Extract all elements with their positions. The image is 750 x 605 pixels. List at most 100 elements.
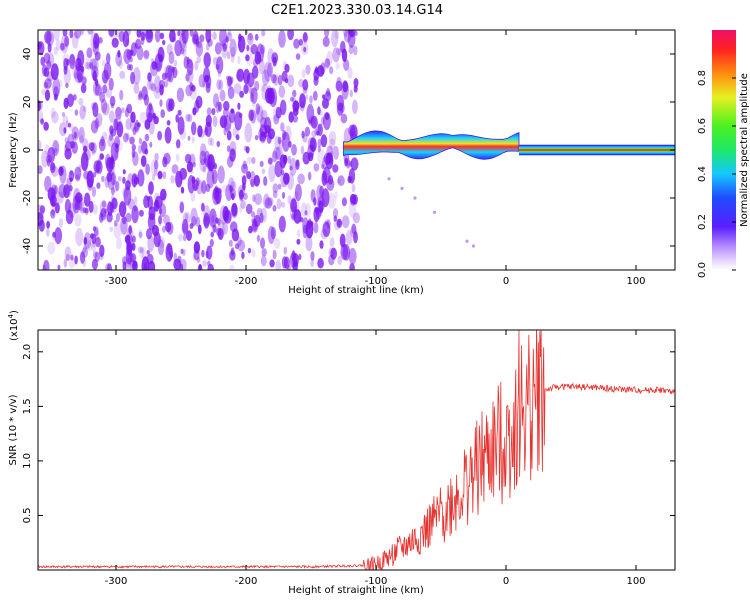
- noise-blob: [260, 117, 267, 129]
- noise-blob: [353, 78, 359, 88]
- noise-blob: [106, 172, 113, 183]
- noise-blob: [310, 115, 318, 129]
- noise-blob: [273, 74, 279, 86]
- noise-blob: [280, 122, 285, 132]
- noise-blob: [131, 242, 136, 251]
- spectrogram-xtick-label: -300: [105, 276, 128, 287]
- noise-blob: [177, 30, 181, 37]
- noise-blob: [197, 41, 202, 49]
- noise-blob: [95, 113, 103, 127]
- noise-blob: [315, 123, 321, 134]
- noise-blob: [182, 234, 187, 242]
- noise-blob: [130, 111, 136, 124]
- noise-blob: [74, 166, 82, 180]
- noise-blob: [242, 182, 246, 191]
- noise-blob: [95, 236, 101, 248]
- noise-blob: [120, 215, 128, 235]
- noise-blob: [101, 200, 107, 208]
- noise-blob: [127, 242, 132, 249]
- noise-blob: [84, 61, 90, 70]
- noise-blob: [122, 216, 127, 225]
- noise-blob: [151, 224, 159, 237]
- noise-blob: [248, 109, 254, 122]
- noise-blob: [321, 163, 325, 170]
- noise-blob: [190, 191, 196, 202]
- noise-blob: [214, 185, 219, 195]
- noise-blob: [210, 231, 214, 238]
- noise-blob: [108, 30, 115, 37]
- noise-blob: [167, 103, 172, 112]
- noise-blob: [292, 115, 298, 123]
- noise-blob: [337, 255, 342, 265]
- noise-blob: [183, 56, 189, 69]
- noise-blob: [203, 158, 207, 164]
- noise-blob: [341, 80, 349, 100]
- noise-blob: [304, 126, 311, 137]
- noise-blob: [267, 197, 274, 207]
- noise-blob: [82, 199, 88, 207]
- noise-blob: [154, 75, 162, 94]
- noise-blob: [313, 221, 319, 234]
- noise-blob: [91, 102, 96, 110]
- noise-blob: [187, 135, 191, 141]
- noise-blob: [349, 89, 353, 98]
- noise-blob: [297, 229, 301, 238]
- noise-blob: [322, 94, 326, 100]
- noise-blob: [293, 38, 300, 49]
- noise-blob: [168, 98, 175, 111]
- noise-blob: [47, 147, 56, 163]
- noise-blob: [251, 157, 256, 164]
- noise-blob: [353, 231, 358, 244]
- noise-blob: [108, 157, 116, 170]
- noise-blob: [119, 70, 126, 80]
- noise-blob: [252, 194, 256, 203]
- noise-blob: [81, 76, 87, 85]
- noise-blob: [55, 39, 61, 51]
- noise-blob: [309, 95, 313, 104]
- noise-blob: [230, 181, 237, 191]
- noise-blob: [260, 255, 267, 267]
- noise-blob: [110, 30, 117, 42]
- noise-blob: [129, 136, 135, 145]
- noise-blob: [317, 257, 324, 269]
- noise-blob: [351, 183, 356, 193]
- noise-blob: [67, 93, 74, 108]
- spectrogram-ytick-label: -40: [22, 238, 33, 254]
- noise-blob: [219, 89, 226, 102]
- noise-blob: [61, 112, 66, 117]
- noise-blob: [84, 207, 89, 216]
- noise-blob: [63, 65, 68, 75]
- noise-blob: [299, 101, 305, 112]
- noise-blob: [273, 146, 281, 160]
- noise-blob: [191, 34, 200, 45]
- noise-blob: [68, 185, 73, 192]
- noise-blob: [133, 67, 141, 85]
- noise-blob: [307, 137, 315, 150]
- noise-blob: [64, 35, 70, 48]
- noise-blob: [276, 198, 282, 210]
- noise-blob: [250, 109, 257, 124]
- noise-blob: [71, 31, 79, 49]
- noise-blob: [92, 204, 98, 215]
- noise-blob: [64, 141, 73, 152]
- noise-blob: [261, 248, 267, 257]
- noise-blob: [302, 32, 308, 44]
- noise-blob: [303, 46, 307, 53]
- noise-blob: [320, 116, 325, 125]
- noise-blob: [51, 165, 59, 177]
- noise-blob: [252, 58, 259, 68]
- noise-blob: [114, 143, 120, 153]
- signal-band: [343, 130, 520, 160]
- noise-blob: [63, 258, 68, 268]
- noise-blob: [308, 171, 312, 181]
- colorbar-tick-label: 0.2: [697, 214, 708, 230]
- noise-blob: [261, 84, 269, 101]
- noise-blob: [212, 224, 217, 233]
- noise-blob: [90, 233, 94, 239]
- noise-blob: [47, 241, 56, 255]
- noise-blob: [110, 194, 115, 202]
- noise-blob: [180, 258, 187, 270]
- noise-blob: [235, 134, 240, 141]
- noise-blob: [225, 122, 230, 131]
- noise-blob: [298, 78, 304, 88]
